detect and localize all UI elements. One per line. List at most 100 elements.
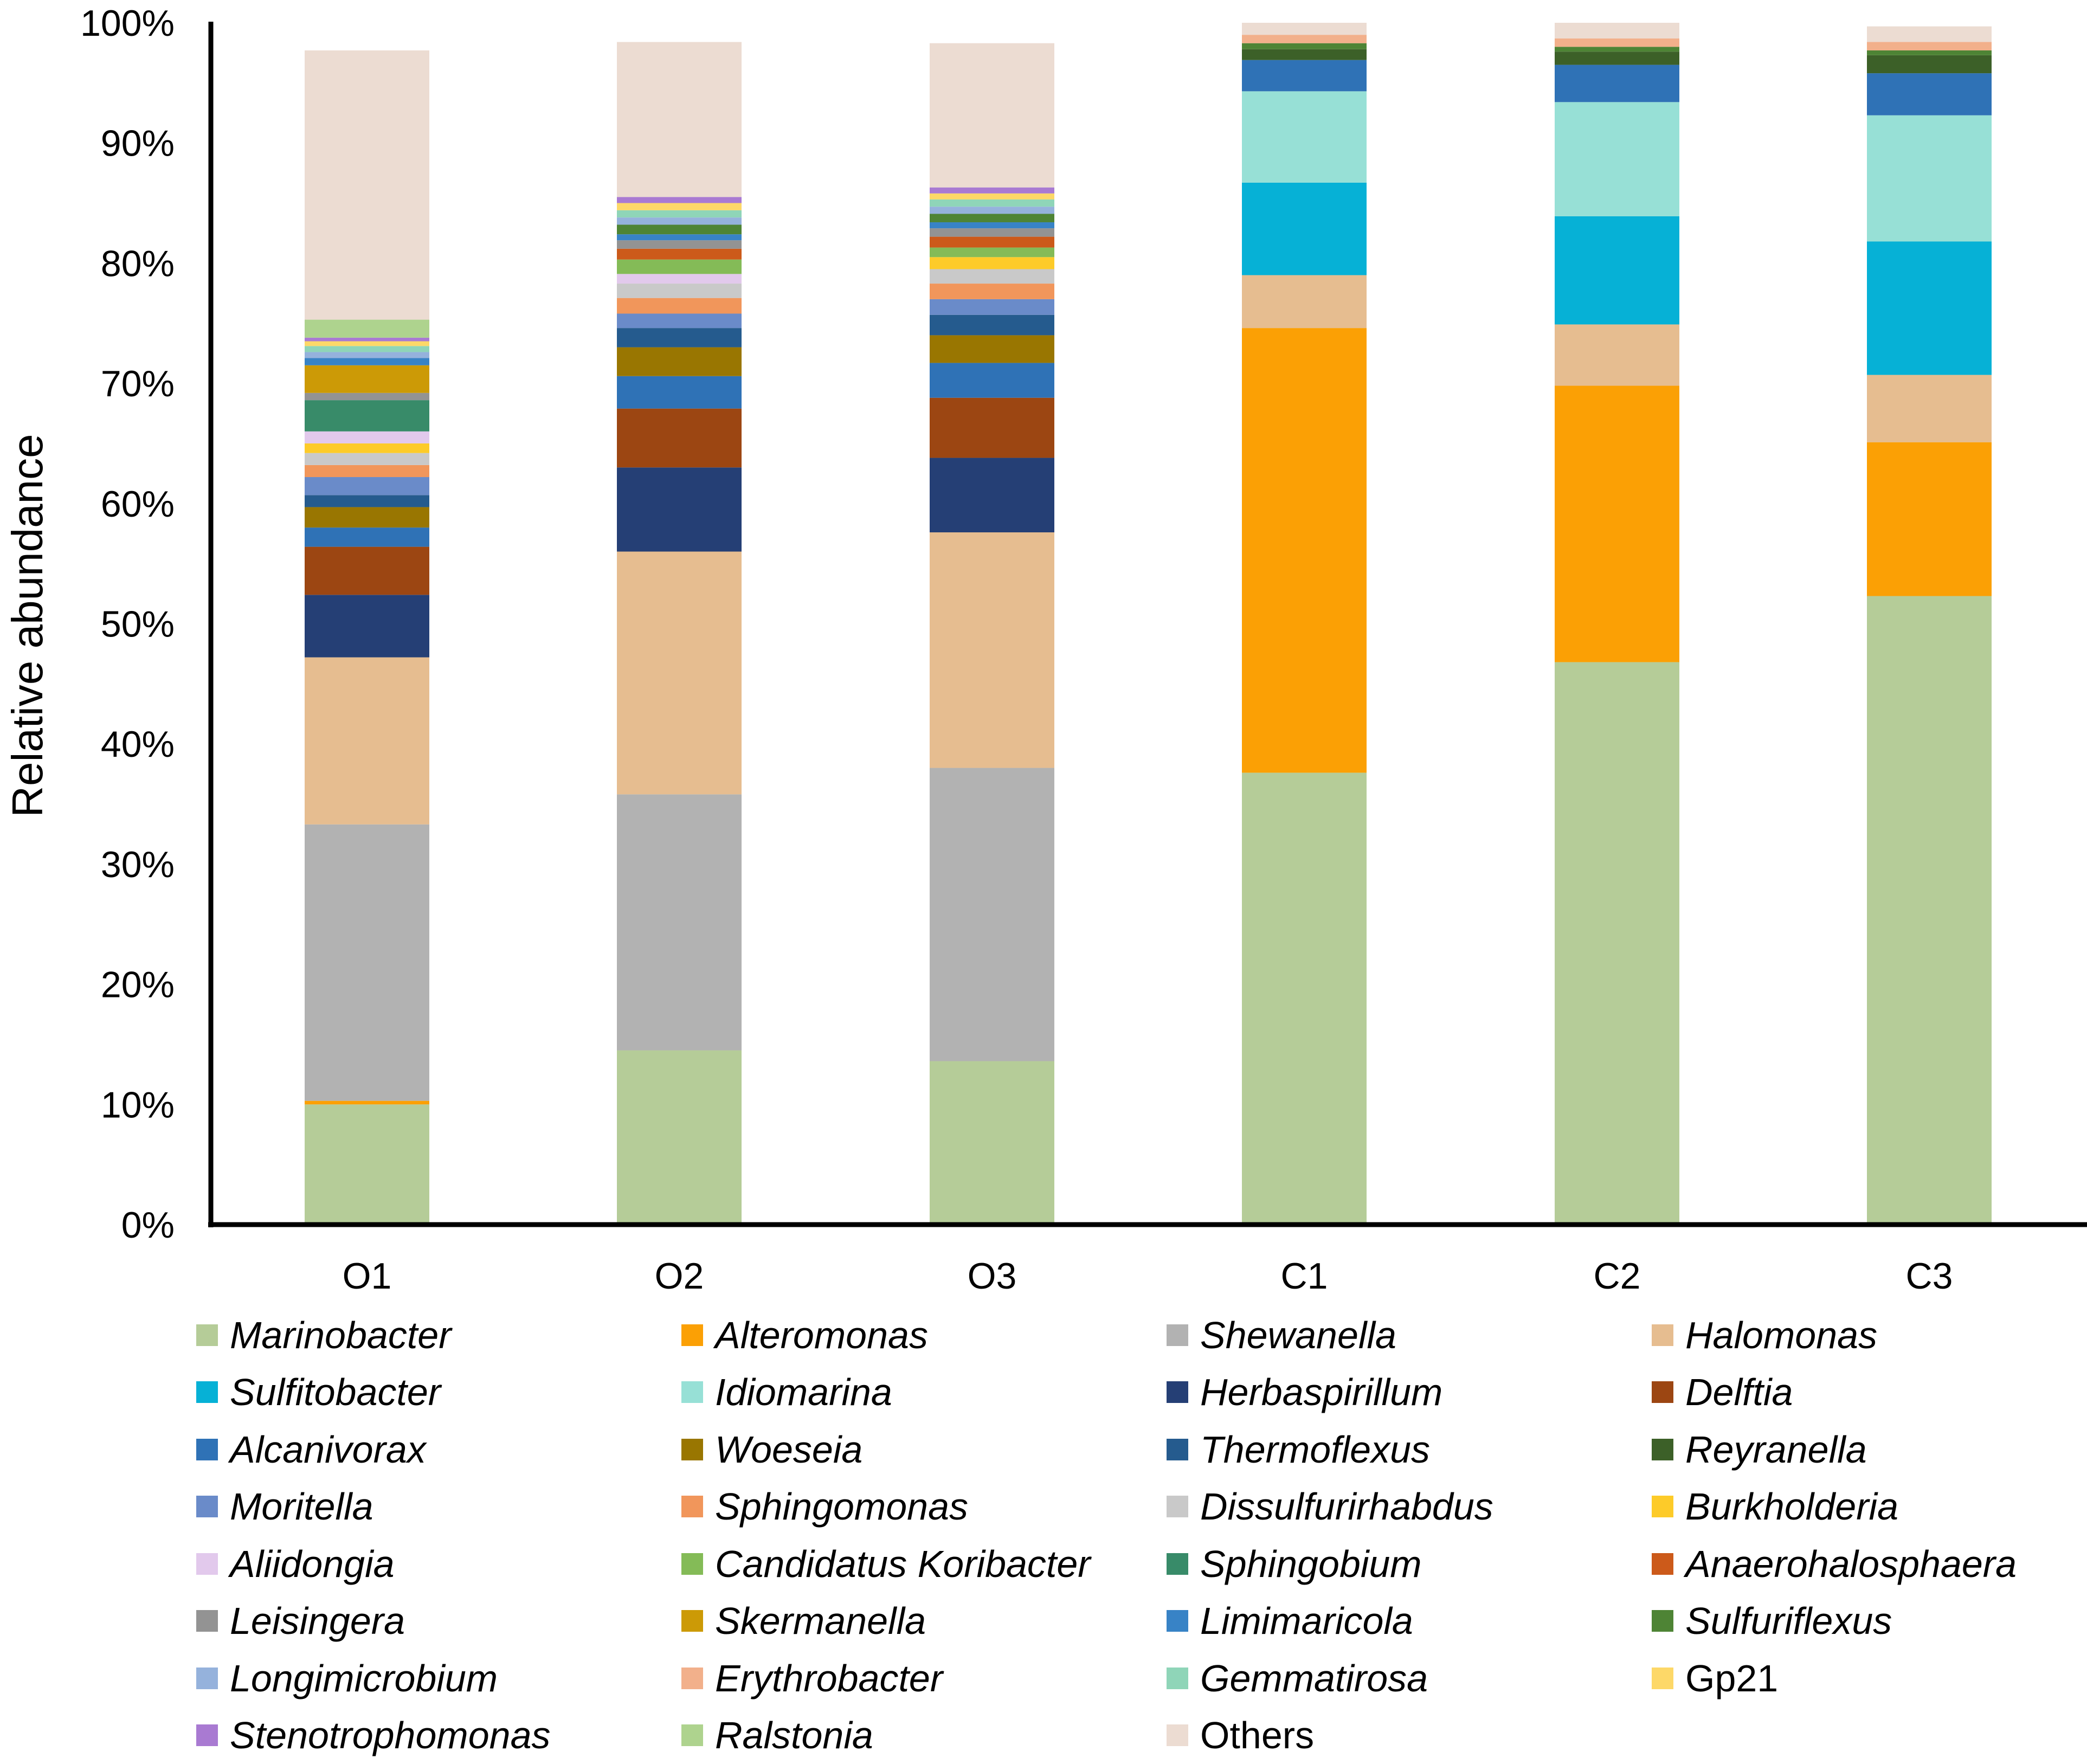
bar-segment-thermoflexus [930, 315, 1054, 336]
legend-item: Halomonas [1652, 1306, 2077, 1364]
bar-segment-alcanivorax [930, 363, 1054, 397]
bar-segment-sulfuriflexus [1867, 50, 1992, 55]
bar-segment-sulfuriflexus [617, 224, 742, 234]
legend-swatch [1167, 1496, 1188, 1517]
bar-segment-halomonas [305, 658, 429, 825]
x-tick-label: O2 [655, 1256, 704, 1297]
bar-segment-sulfitobacter [1555, 216, 1679, 325]
x-tick-label: C2 [1594, 1256, 1641, 1297]
bar-stack-c3 [1867, 27, 1992, 1225]
legend-item: Delftia [1652, 1364, 2077, 1421]
legend-item: Idiomarina [681, 1364, 1167, 1421]
x-tick-label: C1 [1281, 1256, 1328, 1297]
legend-item: Marinobacter [196, 1306, 681, 1364]
bar-segment-woeseia [930, 335, 1054, 363]
legend-swatch [1652, 1668, 1673, 1689]
bar-segment-marinobacter [617, 1051, 742, 1225]
legend-swatch [681, 1553, 703, 1575]
bar-segment-delftia [930, 398, 1054, 458]
bar-segment-moritella [617, 314, 742, 329]
legend-item: Shewanella [1167, 1306, 1652, 1364]
legend-swatch [1167, 1724, 1188, 1746]
y-tick-label: 100% [80, 3, 175, 44]
bar-segment-candidatus-koribacter [617, 260, 742, 274]
legend-swatch [1652, 1439, 1673, 1460]
legend-item: Herbaspirillum [1167, 1364, 1652, 1421]
legend-item: Leisingera [196, 1593, 681, 1650]
y-tick-label: 20% [101, 964, 175, 1006]
legend-item: Thermoflexus [1167, 1421, 1652, 1478]
legend-swatch [1167, 1610, 1188, 1632]
bar-segment-limimaricola [305, 358, 429, 365]
bar-segment-gp21 [930, 194, 1054, 199]
bar-segment-sulfuriflexus [1242, 43, 1367, 49]
bar-segment-woeseia [617, 347, 742, 376]
y-tick-label: 90% [101, 123, 175, 164]
bar-segment-alteromonas [305, 1101, 429, 1105]
bar-segment-others [305, 50, 429, 320]
bar-segment-shewanella [930, 768, 1054, 1061]
legend-label: Alteromonas [715, 1316, 928, 1354]
legend-item: Moritella [196, 1478, 681, 1536]
y-tick-label: 70% [101, 363, 175, 404]
legend-label: Ralstonia [715, 1716, 873, 1754]
bar-segment-herbaspirillum [305, 595, 429, 657]
legend-swatch [196, 1610, 218, 1632]
y-axis-ticks: 0%10%20%30%40%50%60%70%80%90%100% [80, 3, 175, 1246]
legend-item: Sulfitobacter [196, 1364, 681, 1421]
bar-segment-marinobacter [930, 1061, 1054, 1225]
legend-swatch [1652, 1324, 1673, 1346]
bar-segment-halomonas [1867, 375, 1992, 442]
legend-item: Gp21 [1652, 1650, 2077, 1707]
legend-label: Sphingomonas [715, 1488, 968, 1525]
bar-segment-idiomarina [1867, 115, 1992, 242]
bar-segment-gemmatirosa [930, 199, 1054, 207]
legend-label: Halomonas [1685, 1316, 1877, 1354]
legend-label: Gp21 [1685, 1659, 1778, 1697]
bar-segment-skermanella [305, 365, 429, 393]
x-tick-label: O3 [968, 1256, 1017, 1297]
bar-segment-thermoflexus [617, 328, 742, 347]
legend-label: Alcanivorax [230, 1431, 426, 1469]
legend-swatch [1652, 1381, 1673, 1403]
bar-segment-dissulfurirhabdus [617, 284, 742, 298]
legend-item: Stenotrophomonas [196, 1707, 681, 1764]
bar-segment-alcanivorax [617, 376, 742, 409]
bar-segment-gp21 [305, 342, 429, 346]
bar-segment-marinobacter [1242, 772, 1367, 1225]
legend-label: Erythrobacter [715, 1659, 943, 1697]
bar-segment-delftia [305, 547, 429, 595]
legend-label: Aliidongia [230, 1545, 395, 1583]
bar-segment-others [617, 42, 742, 197]
bar-segment-moritella [930, 299, 1054, 315]
bar-segment-burkholderia [305, 443, 429, 453]
bar-segment-gemmatirosa [617, 210, 742, 217]
legend-swatch [681, 1496, 703, 1517]
bar-segment-stenotrophomonas [617, 197, 742, 203]
legend-swatch [681, 1724, 703, 1746]
bar-segment-marinobacter [305, 1104, 429, 1225]
y-tick-label: 40% [101, 724, 175, 765]
legend-item: Reyranella [1652, 1421, 2077, 1478]
legend-label: Stenotrophomonas [230, 1716, 551, 1754]
bar-segment-longimicrobium [617, 217, 742, 224]
legend-label: Idiomarina [715, 1373, 892, 1411]
legend-swatch [681, 1381, 703, 1403]
bar-segment-idiomarina [1555, 102, 1679, 216]
legend-swatch [1167, 1553, 1188, 1575]
bar-segment-reyranella [1242, 49, 1367, 60]
legend-item: Gemmatirosa [1167, 1650, 1652, 1707]
legend-item: Erythrobacter [681, 1650, 1167, 1707]
legend-item: Sphingomonas [681, 1478, 1167, 1536]
y-tick-label: 60% [101, 484, 175, 525]
bar-segment-sphingomonas [305, 465, 429, 477]
legend-item: Others [1167, 1707, 1652, 1764]
bar-segment-gp21 [617, 203, 742, 210]
legend-item: Alteromonas [681, 1306, 1167, 1364]
legend-swatch [681, 1610, 703, 1632]
legend-swatch [196, 1324, 218, 1346]
bar-stack-o3 [930, 43, 1054, 1225]
bar-segment-erythrobacter [1555, 38, 1679, 47]
legend-swatch [1652, 1610, 1673, 1632]
legend-swatch [1652, 1496, 1673, 1517]
